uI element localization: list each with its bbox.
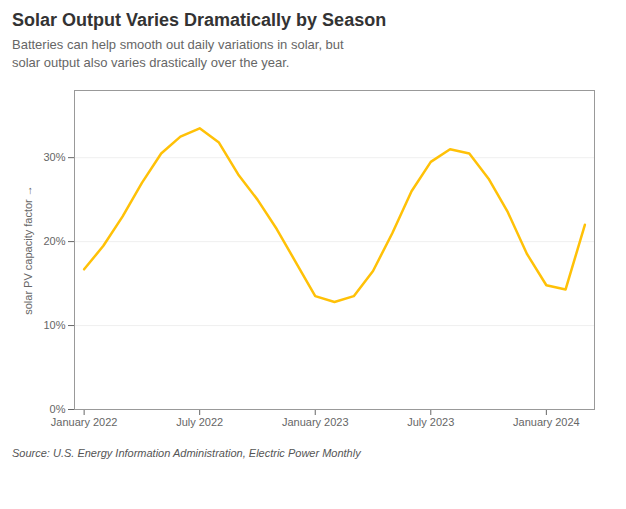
svg-text:20%: 20% [43,236,65,248]
svg-text:January 2024: January 2024 [513,417,580,429]
html-text:Solar Output Varies Dramatical: Solar Output Varies Dramatically by Seas… [12,10,387,30]
svg-text:10%: 10% [43,319,65,331]
html-text:Batteries can help smooth out: Batteries can help smooth out daily vari… [12,37,344,71]
svg-text:January 2023: January 2023 [282,417,349,429]
svg-text:solar PV capacity factor →: solar PV capacity factor → [22,186,34,316]
svg-text:30%: 30% [43,152,65,164]
svg-text:0%: 0% [50,403,66,415]
html-text:Source: U.S. Energy Informatio: Source: U.S. Energy Information Administ… [12,447,361,460]
svg-text:July 2022: July 2022 [176,417,223,429]
svg-text:July 2023: July 2023 [407,417,454,429]
svg-text:January 2022: January 2022 [51,417,118,429]
